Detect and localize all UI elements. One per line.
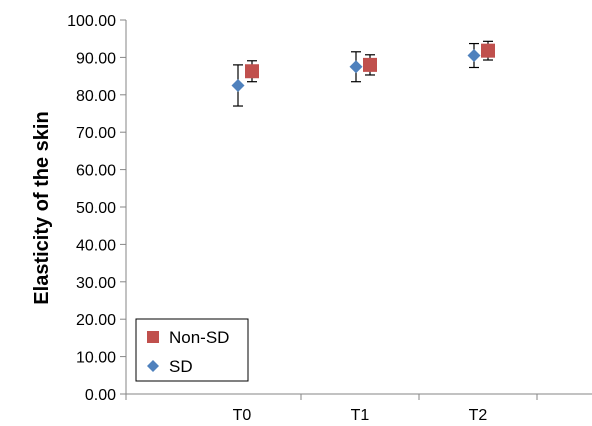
- x-tick-label: T1: [351, 407, 370, 424]
- legend-marker-non-sd: [147, 331, 159, 343]
- y-tick-label: 100.00: [67, 13, 116, 30]
- y-tick-label: 80.00: [76, 88, 116, 105]
- y-tick-label: 30.00: [76, 275, 116, 292]
- point-non-sd: [363, 57, 377, 72]
- y-tick-labels: 0.00 10.00 20.00 30.00 40.00 50.00 60.00 70.00 8…: [67, 13, 116, 404]
- y-tick-label: 20.00: [76, 312, 116, 329]
- y-tick-label: 60.00: [76, 163, 116, 180]
- point-sd: [231, 78, 245, 92]
- y-tick-label: 90.00: [76, 50, 116, 67]
- axes: [120, 19, 592, 400]
- y-axis-title: Elasticity of the skin: [31, 111, 53, 304]
- y-tick-label: 70.00: [76, 125, 116, 142]
- legend-label-non-sd: Non-SD: [169, 328, 229, 347]
- data-points: [231, 43, 495, 92]
- point-sd: [467, 49, 481, 63]
- point-sd: [349, 60, 363, 74]
- point-non-sd: [481, 43, 495, 58]
- legend-marker-sd: [147, 360, 159, 372]
- legend-label-sd: SD: [169, 357, 193, 376]
- legend-box: [135, 318, 249, 382]
- y-tick-label: 0.00: [85, 387, 116, 404]
- y-tick-label: 50.00: [76, 200, 116, 217]
- x-tick-label: T0: [233, 407, 252, 424]
- x-tick-labels: T0 T1 T2: [233, 407, 488, 424]
- y-tick-label: 40.00: [76, 237, 116, 254]
- error-bars: [233, 40, 493, 107]
- point-non-sd: [245, 64, 259, 79]
- legend: Non-SD SD: [135, 318, 249, 382]
- y-tick-label: 10.00: [76, 350, 116, 367]
- x-tick-label: T2: [469, 407, 488, 424]
